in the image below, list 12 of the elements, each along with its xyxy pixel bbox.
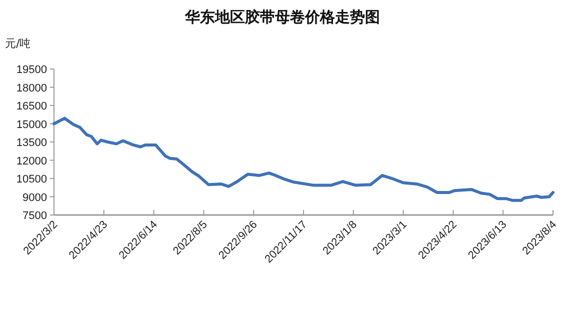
y-tick-label: 18000 (16, 82, 47, 94)
y-tick-label: 9000 (22, 192, 47, 204)
y-tick-label: 16500 (16, 100, 47, 112)
y-tick-label: 7500 (22, 210, 47, 222)
y-tick-label: 10500 (16, 174, 47, 186)
y-tick-label: 13500 (16, 137, 47, 149)
y-tick-label: 15000 (16, 118, 47, 131)
y-tick-label: 19500 (16, 64, 47, 76)
chart-title: 华东地区胶带母卷价格走势图 (184, 8, 380, 26)
line-series (52, 116, 554, 202)
y-tick-label: 12000 (16, 155, 47, 168)
y-axis-title: 元/吨 (5, 37, 31, 50)
